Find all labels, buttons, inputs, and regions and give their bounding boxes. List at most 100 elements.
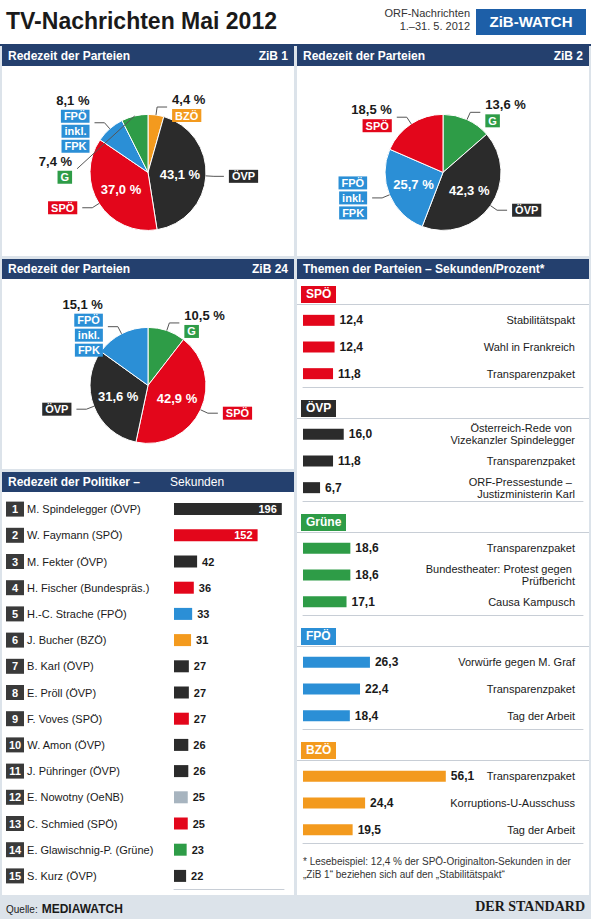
svg-text:4: 4 xyxy=(12,582,19,594)
svg-text:24,4: 24,4 xyxy=(370,796,394,810)
svg-text:M. Spindelegger (ÖVP): M. Spindelegger (ÖVP) xyxy=(24,503,141,515)
svg-text:14: 14 xyxy=(9,844,22,856)
svg-text:10,5 %: 10,5 % xyxy=(184,308,225,323)
svg-text:7: 7 xyxy=(12,660,18,672)
svg-text:9: 9 xyxy=(12,713,18,725)
svg-text:37,0 %: 37,0 % xyxy=(101,182,142,197)
svg-text:15,1 %: 15,1 % xyxy=(62,297,103,312)
svg-text:42: 42 xyxy=(202,556,214,568)
svg-text:26: 26 xyxy=(193,765,205,777)
svg-text:8,1 %: 8,1 % xyxy=(56,93,90,108)
svg-text:E. Pröll (ÖVP): E. Pröll (ÖVP) xyxy=(24,687,96,699)
svg-text:18,5 %: 18,5 % xyxy=(351,102,392,117)
svg-text:FPÖ: FPÖ xyxy=(77,314,100,326)
svg-text:17,1: 17,1 xyxy=(352,595,376,609)
svg-text:Prüfbericht: Prüfbericht xyxy=(522,575,575,587)
svg-text:33: 33 xyxy=(197,608,209,620)
svg-text:26: 26 xyxy=(193,739,205,751)
svg-text:27: 27 xyxy=(194,687,206,699)
svg-text:Korruptions-U-Ausschuss: Korruptions-U-Ausschuss xyxy=(450,797,575,809)
svg-text:4,4 %: 4,4 % xyxy=(172,92,206,107)
svg-text:27: 27 xyxy=(194,660,206,672)
svg-text:11: 11 xyxy=(9,765,21,777)
svg-text:11,8: 11,8 xyxy=(338,367,361,381)
svg-text:3: 3 xyxy=(12,556,18,568)
svg-text:M. Fekter (ÖVP): M. Fekter (ÖVP) xyxy=(24,556,107,568)
svg-text:W. Amon (ÖVP): W. Amon (ÖVP) xyxy=(24,739,105,751)
svg-text:Transparenzpaket: Transparenzpaket xyxy=(487,683,575,695)
svg-text:152: 152 xyxy=(234,529,252,541)
svg-text:22,4: 22,4 xyxy=(365,682,389,696)
svg-text:27: 27 xyxy=(194,713,206,725)
svg-text:ORF-Pressestunde –: ORF-Pressestunde – xyxy=(469,476,575,488)
svg-text:FPK: FPK xyxy=(78,344,100,356)
svg-text:inkl.: inkl. xyxy=(64,125,86,137)
svg-text:G: G xyxy=(488,115,497,127)
svg-text:2: 2 xyxy=(12,529,18,541)
svg-text:H.-C. Strache (FPÖ): H.-C. Strache (FPÖ) xyxy=(24,608,127,620)
svg-text:inkl.: inkl. xyxy=(78,329,100,341)
svg-text:FPK: FPK xyxy=(342,207,364,219)
svg-text:8: 8 xyxy=(12,687,18,699)
svg-text:25,7 %: 25,7 % xyxy=(393,177,434,192)
svg-text:36: 36 xyxy=(199,582,211,594)
svg-text:25: 25 xyxy=(193,791,205,803)
svg-text:1: 1 xyxy=(12,503,18,515)
svg-text:G: G xyxy=(187,325,196,337)
svg-text:56,1: 56,1 xyxy=(451,769,475,783)
svg-text:Transparenzpaket: Transparenzpaket xyxy=(487,455,575,467)
svg-text:18,4: 18,4 xyxy=(355,709,379,723)
svg-text:FPÖ: FPÖ xyxy=(64,110,87,122)
svg-text:Transparenzpaket: Transparenzpaket xyxy=(487,542,575,554)
svg-text:Wahl in Frankreich: Wahl in Frankreich xyxy=(484,341,575,353)
svg-text:Vorwürfe gegen M. Graf: Vorwürfe gegen M. Graf xyxy=(458,656,576,668)
svg-text:ÖVP: ÖVP xyxy=(515,204,538,216)
svg-text:S. Kurz (ÖVP): S. Kurz (ÖVP) xyxy=(24,870,97,882)
svg-text:43,1 %: 43,1 % xyxy=(160,167,201,182)
svg-text:B. Karl (ÖVP): B. Karl (ÖVP) xyxy=(24,660,94,672)
svg-text:Transparenzpaket: Transparenzpaket xyxy=(487,770,575,782)
svg-text:BZÖ: BZÖ xyxy=(175,110,199,122)
svg-text:SPÖ: SPÖ xyxy=(226,407,250,419)
svg-text:E. Glawischnig-P. (Grüne): E. Glawischnig-P. (Grüne) xyxy=(24,844,153,856)
svg-text:7,4 %: 7,4 % xyxy=(39,154,73,169)
svg-text:42,9 %: 42,9 % xyxy=(157,391,198,406)
svg-text:Justizministerin Karl: Justizministerin Karl xyxy=(477,488,575,500)
svg-text:Österreich-Rede von: Österreich-Rede von xyxy=(470,422,575,434)
svg-text:25: 25 xyxy=(193,818,205,830)
svg-text:Bundestheater: Protest gegen: Bundestheater: Protest gegen xyxy=(426,563,575,575)
svg-text:C. Schmied (SPÖ): C. Schmied (SPÖ) xyxy=(24,818,118,830)
svg-text:Tag der Arbeit: Tag der Arbeit xyxy=(507,824,575,836)
svg-text:22: 22 xyxy=(191,870,203,882)
svg-text:23: 23 xyxy=(192,844,204,856)
svg-text:19,5: 19,5 xyxy=(358,823,382,837)
svg-text:W. Faymann (SPÖ): W. Faymann (SPÖ) xyxy=(24,529,122,541)
svg-text:18,6: 18,6 xyxy=(355,541,379,555)
svg-text:H. Fischer (Bundespräs.): H. Fischer (Bundespräs.) xyxy=(24,582,149,594)
svg-text:10: 10 xyxy=(9,739,21,751)
svg-text:6,7: 6,7 xyxy=(325,481,342,495)
svg-text:18,6: 18,6 xyxy=(355,568,379,582)
svg-text:E. Nowotny (OeNB): E. Nowotny (OeNB) xyxy=(24,791,124,803)
svg-text:31,6 %: 31,6 % xyxy=(98,389,139,404)
svg-text:ÖVP: ÖVP xyxy=(45,403,68,415)
svg-text:ÖVP: ÖVP xyxy=(232,170,255,182)
svg-text:J. Pühringer (ÖVP): J. Pühringer (ÖVP) xyxy=(24,765,120,777)
svg-text:Transparenzpaket: Transparenzpaket xyxy=(487,368,575,380)
svg-text:F. Voves (SPÖ): F. Voves (SPÖ) xyxy=(24,713,102,725)
svg-text:inkl.: inkl. xyxy=(342,192,364,204)
svg-text:11,8: 11,8 xyxy=(338,454,361,468)
svg-text:26,3: 26,3 xyxy=(375,655,399,669)
svg-text:FPÖ: FPÖ xyxy=(342,177,365,189)
svg-text:12,4: 12,4 xyxy=(340,313,364,327)
svg-text:15: 15 xyxy=(9,870,21,882)
svg-text:12: 12 xyxy=(9,791,21,803)
svg-text:196: 196 xyxy=(258,503,276,515)
svg-text:Tag der Arbeit: Tag der Arbeit xyxy=(507,710,575,722)
svg-text:12,4: 12,4 xyxy=(340,340,364,354)
svg-text:SPÖ: SPÖ xyxy=(366,120,390,132)
svg-text:Vizekanzler Spindelegger: Vizekanzler Spindelegger xyxy=(450,434,575,446)
svg-text:G: G xyxy=(61,171,70,183)
svg-text:13,6 %: 13,6 % xyxy=(485,97,526,112)
svg-text:13: 13 xyxy=(9,818,21,830)
